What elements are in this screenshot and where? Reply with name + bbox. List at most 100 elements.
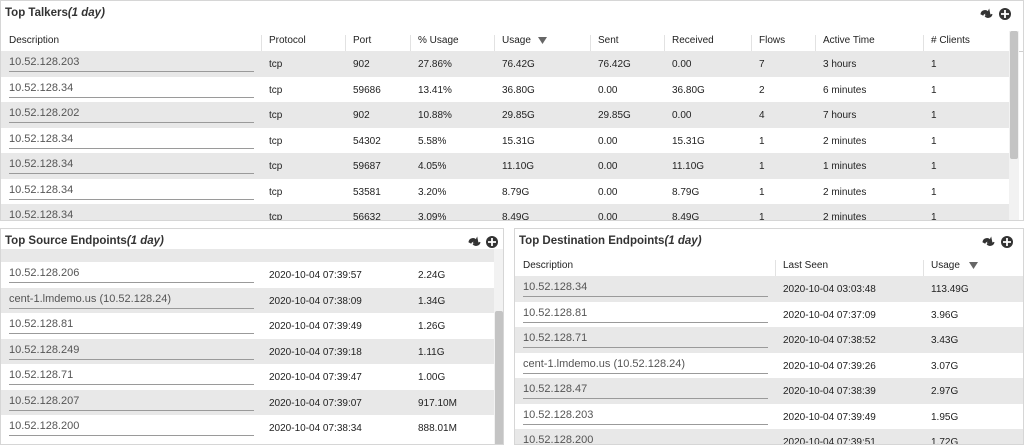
description-link[interactable]: 10.52.128.34 <box>523 281 768 297</box>
sort-arrow[interactable] <box>969 262 979 270</box>
cell: 3 hours <box>823 59 857 70</box>
description-link[interactable]: 10.52.128.81 <box>523 307 768 323</box>
cell: 0.00 <box>672 110 692 121</box>
table-row: 10.52.128.200 2020-10-04 07:38:34 888.01M <box>1 415 495 441</box>
cell: 1 <box>759 161 765 172</box>
cell: 8.49G <box>502 212 530 221</box>
top-destination-endpoints-panel: Top Destination Endpoints(1 day) Descrip… <box>514 228 1024 445</box>
cell: 2.97G <box>931 386 959 397</box>
cell: 2020-10-04 07:39:18 <box>269 346 362 358</box>
description-link[interactable]: cent-1.lmdemo.us (10.52.128.24) <box>523 358 768 374</box>
table-row: 10.52.128.71 2020-10-04 07:39:47 1.00G <box>1 364 495 390</box>
cell: 2020-10-04 07:39:49 <box>783 411 876 423</box>
panel-title: Top Source Endpoints(1 day) <box>5 235 164 247</box>
table-row: 10.52.128.71 2020-10-04 07:38:52 3.43G <box>515 327 1023 353</box>
description-link[interactable]: 10.52.128.206 <box>9 267 254 283</box>
column-header[interactable]: Description <box>523 260 574 271</box>
description-link[interactable]: 10.52.128.81 <box>9 318 254 334</box>
description-link[interactable]: 10.52.128.200 <box>9 420 254 436</box>
title: Top Talkers <box>5 7 68 19</box>
cell: 1.95G <box>931 411 959 423</box>
description-link[interactable]: 10.52.128.200 <box>523 434 768 444</box>
cell: 2.24G <box>418 270 446 281</box>
table-row: 10.52.128.200 2020-10-04 07:39:51 1.72G <box>515 429 1023 444</box>
column-header[interactable]: Protocol <box>269 35 306 46</box>
table-row: 10.52.128.81 2020-10-04 07:39:49 1.26G <box>1 313 495 339</box>
column-header[interactable]: Received <box>672 35 714 46</box>
column-header[interactable]: Sent <box>598 35 619 46</box>
description-link[interactable]: 10.52.128.203 <box>9 56 254 72</box>
cell: 3.09% <box>418 212 447 221</box>
cell: 902 <box>353 59 370 70</box>
table-row: 10.52.128.34 tcp 59686 13.41% 36.80G 0.00 36.8… <box>1 77 1009 103</box>
column-header[interactable]: Port <box>353 35 372 46</box>
cell: 3.96G <box>931 309 959 321</box>
table-row: 10.52.128.203 2020-10-04 07:39:49 1.95G <box>515 404 1023 430</box>
cell: 11.10G <box>502 161 535 172</box>
description-link[interactable]: 10.52.128.34 <box>9 158 254 174</box>
cell: 1 <box>931 161 937 172</box>
description-link[interactable]: 10.52.128.207 <box>9 395 254 411</box>
scrollbar[interactable] <box>494 249 503 444</box>
panel-icons[interactable] <box>467 235 501 249</box>
column-header[interactable]: % Usage <box>418 35 459 46</box>
scrollbar-thumb[interactable] <box>1010 31 1018 159</box>
description-link[interactable]: 10.52.128.34 <box>9 209 254 220</box>
cell: 59686 <box>353 84 381 96</box>
description-link[interactable]: 10.52.128.71 <box>523 332 768 348</box>
cell: 59687 <box>353 161 381 172</box>
cell: 2020-10-04 03:03:48 <box>783 284 876 295</box>
cell: 1 <box>931 59 937 70</box>
table-row: 10.52.128.34 2020-10-04 03:03:48 113.49G <box>515 276 1023 302</box>
top-source-endpoints-panel: Top Source Endpoints(1 day) 10.52.128.20… <box>0 228 504 445</box>
cell: 2 minutes <box>823 186 867 198</box>
cell: 917.10M <box>418 397 457 409</box>
cell: 2020-10-04 07:39:26 <box>783 360 876 372</box>
column-header[interactable]: Usage <box>502 35 531 46</box>
description-link[interactable]: 10.52.128.249 <box>9 344 254 360</box>
cell: 7 hours <box>823 110 857 121</box>
table-row: 10.52.128.47 2020-10-04 07:38:39 2.97G <box>515 378 1023 404</box>
column-header[interactable]: Active Time <box>823 35 875 46</box>
column-header[interactable]: Last Seen <box>783 260 829 271</box>
table-row: 10.52.128.34 tcp 59687 4.05% 11.10G 0.00 11.10… <box>1 153 1009 179</box>
cell: 76.42G <box>502 59 535 70</box>
cell: 1.11G <box>418 346 445 358</box>
cell: 7 <box>759 59 765 70</box>
column-header[interactable]: Flows <box>759 35 786 46</box>
table-row: 10.52.128.34 tcp 53581 3.20% 8.79G 0.00 8.79G 1… <box>1 179 1009 205</box>
cell: 2 minutes <box>823 212 867 221</box>
cell: 2020-10-04 07:38:39 <box>783 386 876 397</box>
description-link[interactable]: 10.52.128.71 <box>9 369 254 385</box>
panel-icons[interactable] <box>979 7 1019 21</box>
cell: 1 <box>759 212 765 221</box>
cell: 54302 <box>353 135 381 147</box>
cell: 4 <box>759 110 765 121</box>
scrollbar[interactable] <box>1009 31 1019 220</box>
description-link[interactable]: 10.52.128.202 <box>9 107 254 123</box>
cell: 8.79G <box>672 186 700 198</box>
description-link[interactable]: cent-1.lmdemo.us (10.52.128.24) <box>9 293 254 309</box>
description-link[interactable]: 10.52.128.34 <box>9 133 254 149</box>
sort-arrow[interactable] <box>538 37 548 45</box>
column-separator <box>923 260 924 280</box>
cell: 1.34G <box>418 295 446 307</box>
cell: 0.00 <box>598 186 618 198</box>
scrollbar-thumb[interactable] <box>495 311 503 444</box>
table-row: 10.52.128.34 tcp 54302 5.58% 15.31G 0.00 15.31… <box>1 128 1009 154</box>
description-link[interactable]: 10.52.128.47 <box>523 383 768 399</box>
description-link[interactable]: 10.52.128.34 <box>9 82 254 98</box>
description-link[interactable]: 10.52.128.203 <box>523 409 768 425</box>
cell: 29.85G <box>598 110 631 121</box>
column-header[interactable]: Description <box>9 35 60 46</box>
panel-title: Top Talkers(1 day) <box>5 7 105 19</box>
panel-icons[interactable] <box>981 235 1021 249</box>
clipped-row <box>1 249 495 262</box>
column-separator <box>494 35 495 55</box>
description-link[interactable]: 10.52.128.34 <box>9 184 254 200</box>
cell: 0.00 <box>598 212 618 221</box>
cell: tcp <box>269 161 283 172</box>
column-header[interactable]: # Clients <box>931 35 970 46</box>
column-header[interactable]: Usage <box>931 260 960 271</box>
